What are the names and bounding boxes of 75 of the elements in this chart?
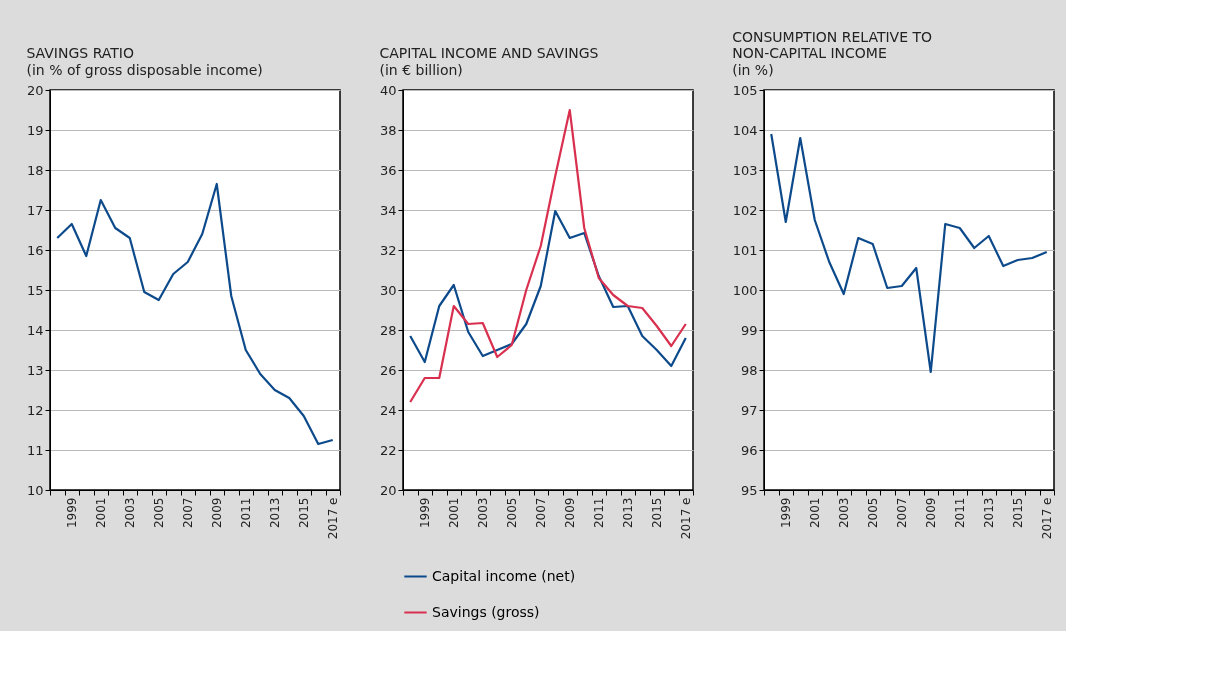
y-tick-label: 97 bbox=[740, 402, 758, 418]
chart-title: CAPITAL INCOME AND SAVINGS bbox=[379, 45, 599, 61]
y-tick-label: 98 bbox=[740, 362, 758, 378]
y-tick-label: 20 bbox=[379, 482, 397, 498]
x-tick-label: 2015 bbox=[1011, 497, 1026, 529]
x-tick-label: 2001 bbox=[94, 497, 109, 529]
y-tick-label: 15 bbox=[26, 282, 44, 298]
x-tick-label: 1999 bbox=[65, 497, 80, 529]
y-tick-label: 103 bbox=[732, 162, 758, 178]
x-tick-label: 2003 bbox=[837, 497, 852, 529]
y-tick-label: 24 bbox=[379, 402, 397, 418]
y-tick-label: 13 bbox=[26, 362, 44, 378]
x-tick-label: 2007 bbox=[534, 497, 549, 529]
y-tick-label: 34 bbox=[379, 202, 397, 218]
y-tick-label: 14 bbox=[26, 322, 44, 338]
x-tick-label: 2015 bbox=[297, 497, 312, 529]
x-tick-label: 2005 bbox=[505, 497, 520, 529]
x-tick-label: 1999 bbox=[779, 497, 794, 529]
y-tick-label: 102 bbox=[732, 202, 758, 218]
y-tick-label: 26 bbox=[379, 362, 397, 378]
y-tick-label: 101 bbox=[732, 242, 758, 258]
y-tick-label: 10 bbox=[26, 482, 44, 498]
x-tick-label: 2007 bbox=[181, 497, 196, 529]
chart-subtitle: (in % of gross disposable income) bbox=[26, 62, 263, 78]
x-tick-label: 2011 bbox=[953, 497, 968, 529]
x-tick-label: 1999 bbox=[418, 497, 433, 529]
y-tick-label: 40 bbox=[379, 82, 397, 98]
x-tick-label: 2011 bbox=[239, 497, 254, 529]
y-tick-label: 30 bbox=[379, 282, 397, 298]
x-tick-label: 2007 bbox=[895, 497, 910, 529]
line-series bbox=[770, 132, 1048, 374]
x-tick-label: 2009 bbox=[563, 497, 578, 529]
x-tick-label: 2001 bbox=[447, 497, 462, 529]
x-tick-label: 2001 bbox=[808, 497, 823, 529]
x-tick-label: 2003 bbox=[123, 497, 138, 529]
y-tick-label: 105 bbox=[732, 82, 758, 98]
line-series bbox=[409, 108, 687, 404]
chart-subtitle: (in € billion) bbox=[379, 62, 463, 78]
x-tick-label: 2015 bbox=[650, 497, 665, 529]
y-tick-label: 104 bbox=[732, 122, 758, 138]
y-tick-label: 12 bbox=[26, 402, 44, 418]
x-tick-label: 2013 bbox=[268, 497, 283, 529]
y-tick-label: 99 bbox=[740, 322, 758, 338]
x-tick-label: 2005 bbox=[866, 497, 881, 529]
y-tick-label: 11 bbox=[26, 442, 44, 458]
x-tick-label: 2009 bbox=[924, 497, 939, 529]
x-tick-label: 2011 bbox=[592, 497, 607, 529]
line-series bbox=[56, 182, 334, 446]
y-tick-label: 38 bbox=[379, 122, 397, 138]
y-tick-label: 36 bbox=[379, 162, 397, 178]
y-tick-label: 19 bbox=[26, 122, 44, 138]
line-series bbox=[409, 209, 687, 368]
y-tick-label: 32 bbox=[379, 242, 397, 258]
x-tick-label: 2013 bbox=[982, 497, 997, 529]
y-tick-label: 18 bbox=[26, 162, 44, 178]
x-tick-label: 2017 e bbox=[1040, 497, 1055, 540]
y-tick-label: 22 bbox=[379, 442, 397, 458]
y-tick-label: 28 bbox=[379, 322, 397, 338]
y-tick-label: 96 bbox=[740, 442, 758, 458]
y-tick-label: 95 bbox=[740, 482, 758, 498]
x-tick-label: 2017 e bbox=[326, 497, 341, 540]
y-tick-label: 20 bbox=[26, 82, 44, 98]
x-tick-label: 2017 e bbox=[679, 497, 694, 540]
y-tick-label: 100 bbox=[732, 282, 758, 298]
legend-label: Savings (gross) bbox=[432, 603, 540, 620]
legend-label: Capital income (net) bbox=[432, 567, 576, 584]
chart-subtitle: (in %) bbox=[732, 62, 774, 78]
chart-title: CONSUMPTION RELATIVE TO NON-CAPITAL INCOME bbox=[732, 29, 933, 61]
x-tick-label: 2013 bbox=[621, 497, 636, 529]
y-tick-label: 16 bbox=[26, 242, 44, 258]
x-tick-label: 2009 bbox=[210, 497, 225, 529]
x-tick-label: 2005 bbox=[152, 497, 167, 529]
chart-title: SAVINGS RATIO bbox=[26, 45, 134, 61]
y-tick-label: 17 bbox=[26, 202, 44, 218]
x-tick-label: 2003 bbox=[476, 497, 491, 529]
